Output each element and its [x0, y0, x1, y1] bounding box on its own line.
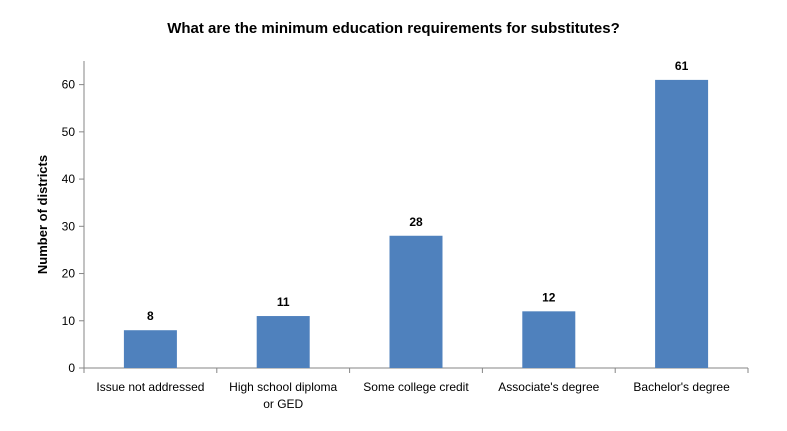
bar — [522, 311, 576, 368]
data-label: 61 — [675, 59, 689, 73]
data-label: 28 — [409, 215, 423, 229]
y-tick-label: 10 — [62, 314, 76, 328]
bar — [389, 235, 443, 368]
category-label: High school diploma — [229, 380, 337, 394]
y-tick-label: 0 — [68, 361, 75, 375]
y-tick-label: 40 — [62, 172, 76, 186]
bar — [123, 330, 177, 368]
category-label: Associate's degree — [498, 380, 599, 394]
y-tick-label: 60 — [62, 78, 76, 92]
chart-title: What are the minimum education requireme… — [167, 20, 620, 37]
data-label: 8 — [147, 309, 154, 323]
category-label: or GED — [263, 397, 303, 411]
data-label: 11 — [277, 295, 290, 309]
y-tick-label: 20 — [62, 267, 76, 281]
bar — [256, 316, 310, 368]
bar — [655, 79, 709, 369]
data-label: 12 — [542, 290, 556, 304]
y-tick-label: 50 — [62, 125, 76, 139]
category-label: Bachelor's degree — [633, 380, 730, 394]
y-axis-title: Number of districts — [35, 155, 50, 274]
category-label: Some college credit — [363, 380, 469, 394]
category-label: Issue not addressed — [96, 380, 204, 394]
y-tick-label: 30 — [62, 219, 76, 233]
